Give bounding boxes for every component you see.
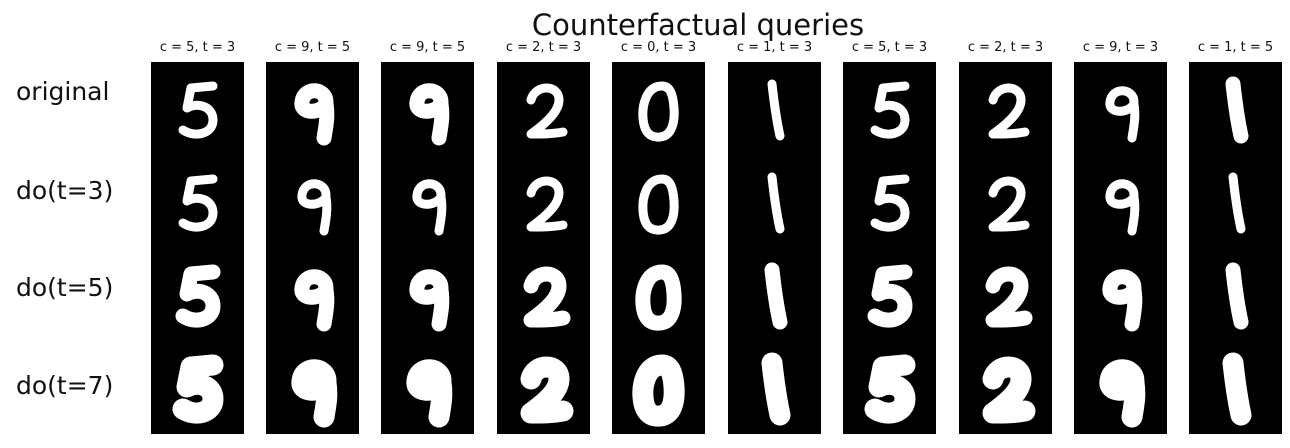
digit-1-row-3	[1189, 248, 1282, 341]
figure-title: Counterfactual queries	[531, 8, 865, 42]
digit-5-row-3	[151, 248, 244, 341]
digit-9-row-1	[1074, 62, 1167, 155]
digit-1-row-2	[1189, 155, 1282, 248]
digit-1-row-4	[728, 341, 821, 434]
digit-panel-1	[151, 62, 244, 434]
digit-5-row-1	[843, 62, 936, 155]
digit-5-row-1	[151, 62, 244, 155]
digit-0-row-1	[612, 62, 705, 155]
digit-9-row-2	[266, 155, 359, 248]
column-label-9: c = 9, t = 3	[1082, 40, 1159, 55]
column-label-8: c = 2, t = 3	[967, 40, 1044, 55]
digit-1-row-1	[728, 62, 821, 155]
digit-9-row-4	[266, 341, 359, 434]
digit-2-row-1	[959, 62, 1052, 155]
column-label-4: c = 2, t = 3	[505, 40, 582, 55]
column-label-5: c = 0, t = 3	[620, 40, 697, 55]
digit-0-row-3	[612, 248, 705, 341]
digit-2-row-1	[497, 62, 590, 155]
column-label-7: c = 5, t = 3	[851, 40, 928, 55]
digit-panel-5	[612, 62, 705, 434]
digit-9-row-2	[1074, 155, 1167, 248]
column-label-2: c = 9, t = 5	[274, 40, 351, 55]
digit-9-row-3	[266, 248, 359, 341]
digit-1-row-2	[728, 155, 821, 248]
digit-panel-4	[497, 62, 590, 434]
digit-2-row-3	[497, 248, 590, 341]
row-label-do-t5: do(t=5)	[16, 273, 114, 302]
column-label-1: c = 5, t = 3	[159, 40, 236, 55]
digit-0-row-2	[612, 155, 705, 248]
row-label-do-t7: do(t=7)	[16, 371, 114, 400]
digit-panel-2	[266, 62, 359, 434]
digit-9-row-4	[1074, 341, 1167, 434]
row-label-do-t3: do(t=3)	[16, 176, 114, 205]
digit-9-row-3	[381, 248, 474, 341]
digit-1-row-3	[728, 248, 821, 341]
digit-panel-7	[843, 62, 936, 434]
digit-panel-6	[728, 62, 821, 434]
digit-panel-8	[959, 62, 1052, 434]
digit-2-row-2	[497, 155, 590, 248]
digit-5-row-2	[843, 155, 936, 248]
column-label-10: c = 1, t = 5	[1197, 40, 1274, 55]
digit-2-row-2	[959, 155, 1052, 248]
digit-5-row-3	[843, 248, 936, 341]
digit-panel-10	[1189, 62, 1282, 434]
digit-2-row-4	[497, 341, 590, 434]
row-label-original: original	[16, 77, 110, 106]
digit-9-row-1	[266, 62, 359, 155]
digit-9-row-2	[381, 155, 474, 248]
digit-panel-3	[381, 62, 474, 434]
digit-0-row-4	[612, 341, 705, 434]
digit-9-row-1	[381, 62, 474, 155]
digit-2-row-4	[959, 341, 1052, 434]
digit-1-row-1	[1189, 62, 1282, 155]
digit-panel-9	[1074, 62, 1167, 434]
digit-9-row-3	[1074, 248, 1167, 341]
digit-5-row-2	[151, 155, 244, 248]
column-label-6: c = 1, t = 3	[736, 40, 813, 55]
digit-5-row-4	[151, 341, 244, 434]
digit-5-row-4	[843, 341, 936, 434]
digit-2-row-3	[959, 248, 1052, 341]
digit-1-row-4	[1189, 341, 1282, 434]
digit-9-row-4	[381, 341, 474, 434]
column-label-3: c = 9, t = 5	[389, 40, 466, 55]
